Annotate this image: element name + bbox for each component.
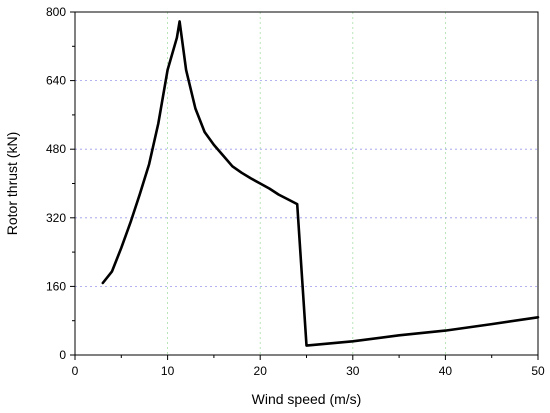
minor-ticks [72,45,493,358]
series-layer [101,20,540,347]
x-tick-label: 0 [72,364,79,378]
x-tick-label: 10 [161,364,175,378]
x-tick-label: 40 [439,364,453,378]
y-tick-label: 640 [46,74,66,88]
x-tick-label: 20 [254,364,268,378]
series-line [101,20,540,347]
y-tick-label: 800 [46,5,66,19]
y-axis-title: Rotor thrust (kN) [4,132,20,235]
x-axis-title: Wind speed (m/s) [252,391,362,407]
y-tick-labels: 0 160 320 480 640 800 [46,5,66,362]
x-tick-label: 50 [531,364,545,378]
y-tick-label: 480 [46,142,66,156]
y-tick-label: 0 [59,348,66,362]
x-tick-labels: 0 10 20 30 40 50 [72,364,545,378]
x-tick-label: 30 [346,364,360,378]
major-ticks [70,11,539,360]
y-tick-label: 320 [46,211,66,225]
y-tick-label: 160 [46,279,66,293]
plot-frame [74,11,539,356]
